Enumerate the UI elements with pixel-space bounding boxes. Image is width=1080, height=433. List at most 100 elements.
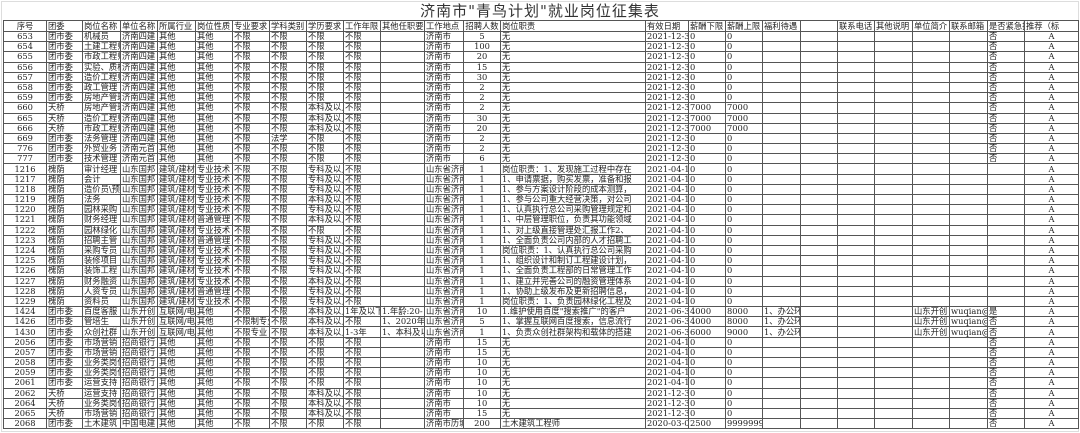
cell-industry[interactable]: 其他 xyxy=(157,356,196,369)
cell-location[interactable]: 济南市 xyxy=(424,336,464,348)
cell-notes[interactable] xyxy=(874,102,913,114)
cell-duties[interactable]: 无 xyxy=(500,377,646,389)
cell-email[interactable] xyxy=(949,356,988,369)
cell-other-req[interactable] xyxy=(380,356,425,369)
cell-job-type[interactable]: 其他 xyxy=(195,71,233,83)
cell-benefits[interactable] xyxy=(762,143,801,155)
cell-industry[interactable]: 互联网/电 xyxy=(157,306,196,318)
cell-email[interactable] xyxy=(949,122,988,134)
cell-notes[interactable] xyxy=(874,153,913,165)
cell-notes[interactable] xyxy=(874,356,913,369)
cell-discipline[interactable]: 不限 xyxy=(269,407,307,420)
header-headcount[interactable]: 招聘人数 xyxy=(463,20,501,32)
cell-benefits[interactable] xyxy=(762,71,801,83)
cell-job-title[interactable]: 运营支持 xyxy=(82,377,121,389)
cell-company-intro[interactable]: 山东开创 xyxy=(912,306,950,318)
cell-education[interactable]: 本科及以上 xyxy=(306,112,344,124)
cell-email[interactable] xyxy=(949,275,988,287)
cell-duties[interactable]: 1、中层管理职位，负责其功能领域 xyxy=(500,214,646,226)
cell-urgent[interactable] xyxy=(987,265,1025,277)
cell-company[interactable]: 招商银行 xyxy=(120,346,158,359)
cell-salary-max[interactable]: 0 xyxy=(725,132,763,145)
cell-seq[interactable]: 1426 xyxy=(3,316,47,328)
cell-urgent[interactable]: 否 xyxy=(987,92,1025,104)
cell-urgent[interactable] xyxy=(987,204,1025,216)
cell-industry[interactable]: 其他 xyxy=(157,122,196,134)
cell-benefits[interactable] xyxy=(762,30,801,43)
cell-phone[interactable] xyxy=(837,285,875,297)
cell-salary-min[interactable]: 0 xyxy=(688,81,726,94)
cell-headcount[interactable]: 1 xyxy=(463,244,501,257)
cell-discipline[interactable]: 不限 xyxy=(269,244,307,257)
cell-industry[interactable]: 建筑/建材 xyxy=(157,173,196,185)
cell-recommend[interactable]: A xyxy=(1024,244,1079,257)
cell-job-type[interactable]: 其他 xyxy=(195,61,233,73)
cell-discipline[interactable]: 不限 xyxy=(269,163,307,175)
cell-company[interactable]: 山东国邦 xyxy=(120,244,158,257)
cell-salary-max[interactable]: 0 xyxy=(725,234,763,246)
cell-committee[interactable]: 槐荫 xyxy=(46,214,83,226)
cell-valid-date[interactable]: 2021-04-19 xyxy=(645,377,689,389)
cell-seq[interactable]: 1220 xyxy=(3,204,47,216)
cell-major[interactable]: 不限 xyxy=(232,193,270,206)
cell-committee[interactable]: 团市委 xyxy=(46,336,83,348)
cell-education[interactable]: 本科及以上 xyxy=(306,193,344,206)
cell-phone[interactable] xyxy=(837,407,875,420)
cell-location[interactable]: 济南市 xyxy=(424,367,464,379)
cell-recommend[interactable]: A xyxy=(1024,132,1079,145)
cell-major[interactable]: 不限 xyxy=(232,255,270,267)
cell-blank[interactable] xyxy=(800,214,838,226)
cell-major[interactable]: 不限 xyxy=(232,61,270,73)
cell-job-type[interactable]: 其他 xyxy=(195,367,233,379)
cell-education[interactable]: 不限 xyxy=(306,143,344,155)
cell-salary-min[interactable]: 0 xyxy=(688,30,726,43)
cell-recommend[interactable]: A xyxy=(1024,356,1079,369)
cell-blank[interactable] xyxy=(800,92,838,104)
cell-headcount[interactable]: 1 xyxy=(463,173,501,185)
cell-other-req[interactable] xyxy=(380,244,425,257)
cell-job-type[interactable]: 普通管理 xyxy=(195,234,233,246)
cell-salary-max[interactable]: 0 xyxy=(725,143,763,155)
cell-seq[interactable]: 1217 xyxy=(3,173,47,185)
cell-education[interactable]: 专科及以上 xyxy=(306,285,344,297)
cell-company[interactable]: 济南元首 xyxy=(120,143,158,155)
cell-valid-date[interactable]: 2021-04-19 xyxy=(645,244,689,257)
cell-phone[interactable] xyxy=(837,316,875,328)
cell-notes[interactable] xyxy=(874,132,913,145)
cell-education[interactable]: 本科及以上 xyxy=(306,275,344,287)
cell-blank[interactable] xyxy=(800,61,838,73)
cell-blank[interactable] xyxy=(800,295,838,308)
cell-blank[interactable] xyxy=(800,224,838,236)
cell-company[interactable]: 山东国邦 xyxy=(120,173,158,185)
cell-seq[interactable]: 2056 xyxy=(3,336,47,348)
cell-company[interactable]: 济南四建 xyxy=(120,61,158,73)
cell-recommend[interactable]: A xyxy=(1024,285,1079,297)
cell-salary-max[interactable]: 0 xyxy=(725,81,763,94)
cell-company-intro[interactable] xyxy=(912,204,950,216)
cell-company-intro[interactable] xyxy=(912,244,950,257)
cell-industry[interactable]: 其他 xyxy=(157,102,196,114)
cell-industry[interactable]: 建筑/建材 xyxy=(157,234,196,246)
cell-industry[interactable]: 其他 xyxy=(157,397,196,409)
cell-headcount[interactable]: 200 xyxy=(463,418,501,430)
cell-email[interactable] xyxy=(949,71,988,83)
cell-company[interactable]: 山东国邦 xyxy=(120,275,158,287)
header-committee[interactable]: 团委 xyxy=(46,20,83,32)
cell-job-title[interactable]: 市场营销 xyxy=(82,336,121,348)
cell-blank[interactable] xyxy=(800,418,838,430)
cell-phone[interactable] xyxy=(837,336,875,348)
cell-seq[interactable]: 1224 xyxy=(3,244,47,257)
cell-other-req[interactable] xyxy=(380,30,425,43)
cell-experience[interactable]: 不限 xyxy=(343,356,381,369)
cell-valid-date[interactable]: 2021-12-31 xyxy=(645,92,689,104)
cell-duties[interactable]: 1、申请票据，购买发票，准备和报 xyxy=(500,173,646,185)
cell-job-title[interactable]: 园林绿化 xyxy=(82,224,121,236)
cell-urgent[interactable]: 否 xyxy=(987,153,1025,165)
cell-recommend[interactable]: A xyxy=(1024,41,1079,53)
cell-experience[interactable]: 不限 xyxy=(343,193,381,206)
cell-phone[interactable] xyxy=(837,204,875,216)
cell-recommend[interactable]: A xyxy=(1024,163,1079,175)
cell-job-type[interactable]: 专业技术 xyxy=(195,204,233,216)
header-duties[interactable]: 岗位职责 xyxy=(500,20,646,32)
cell-other-req[interactable] xyxy=(380,71,425,83)
